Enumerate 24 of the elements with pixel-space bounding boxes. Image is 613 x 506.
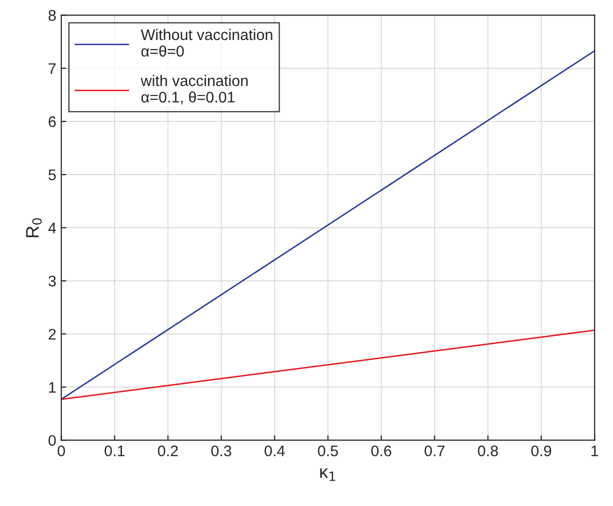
- x-tick-label: 0.4: [264, 445, 285, 456]
- y-tick-label: 2: [48, 328, 56, 340]
- x-tick-label: 0.8: [478, 445, 498, 456]
- x-tick-label: 0.1: [104, 445, 125, 456]
- y-tick-label: 1: [49, 382, 56, 393]
- y-tick-label: 4: [48, 222, 56, 234]
- x-tick-label: 0: [58, 445, 65, 456]
- legend-label: Without vaccination α=θ=0: [140, 28, 272, 57]
- y-tick-label: 5: [48, 170, 56, 180]
- y-tick-label: 6: [48, 116, 56, 128]
- x-tick-label: 0.6: [371, 445, 392, 456]
- x-axis-title: κ$_{1}$: [320, 468, 336, 481]
- y-tick-label: 0: [48, 435, 56, 446]
- x-tick-label: 0.2: [158, 445, 178, 456]
- y-axis-title: R$_{0}$: [26, 218, 42, 238]
- x-tick-label: 1: [592, 446, 598, 456]
- y-tick-label: 7: [48, 63, 56, 74]
- legend-label: with vaccination α=0.1, θ=0.01: [140, 74, 248, 104]
- y-tick-label: 3: [48, 276, 56, 287]
- x-tick-label: 0.9: [531, 445, 552, 456]
- x-tick-label: 0.5: [318, 445, 338, 456]
- x-tick-label: 0.3: [211, 445, 232, 456]
- x-tick-label: 0.7: [424, 445, 444, 456]
- y-tick-label: 8: [48, 10, 56, 21]
